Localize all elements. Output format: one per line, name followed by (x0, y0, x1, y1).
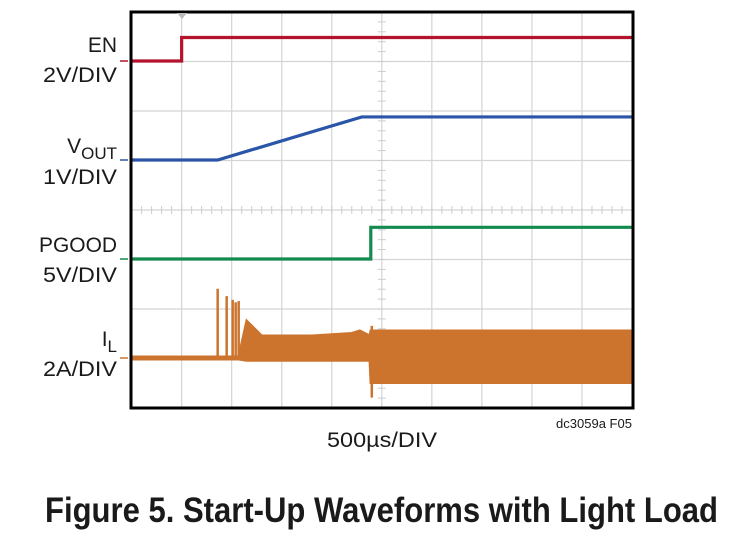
label-vout: VOUT (67, 135, 117, 163)
traces (120, 35, 634, 398)
scale-en: 2V/DIV (43, 64, 117, 87)
label-il: IL (102, 328, 117, 356)
scale-vout: 1V/DIV (43, 166, 117, 189)
scale-il: 2A/DIV (43, 358, 117, 381)
trace-il-envelope (130, 318, 634, 384)
label-vout-sub: OUT (81, 144, 117, 163)
trace-vout (131, 115, 632, 162)
figure-caption: Figure 5. Start-Up Waveforms with Light … (45, 491, 718, 530)
trace-pgood (131, 225, 632, 261)
figure-id: dc3059a F05 (556, 417, 632, 431)
label-il-main: I (102, 328, 108, 351)
channel-labels: EN 2V/DIV VOUT 1V/DIV PGOOD 5V/DIV IL 2A… (39, 34, 117, 381)
label-pgood: PGOOD (39, 234, 117, 257)
plot-frame (129, 10, 635, 410)
label-il-sub: L (108, 337, 117, 356)
scale-pgood: 5V/DIV (43, 264, 117, 287)
label-vout-main: V (67, 135, 81, 158)
label-en: EN (88, 34, 117, 57)
x-axis-label: 500µs/DIV (327, 429, 437, 452)
trigger-marker-icon (177, 13, 187, 19)
trace-en (131, 35, 632, 63)
